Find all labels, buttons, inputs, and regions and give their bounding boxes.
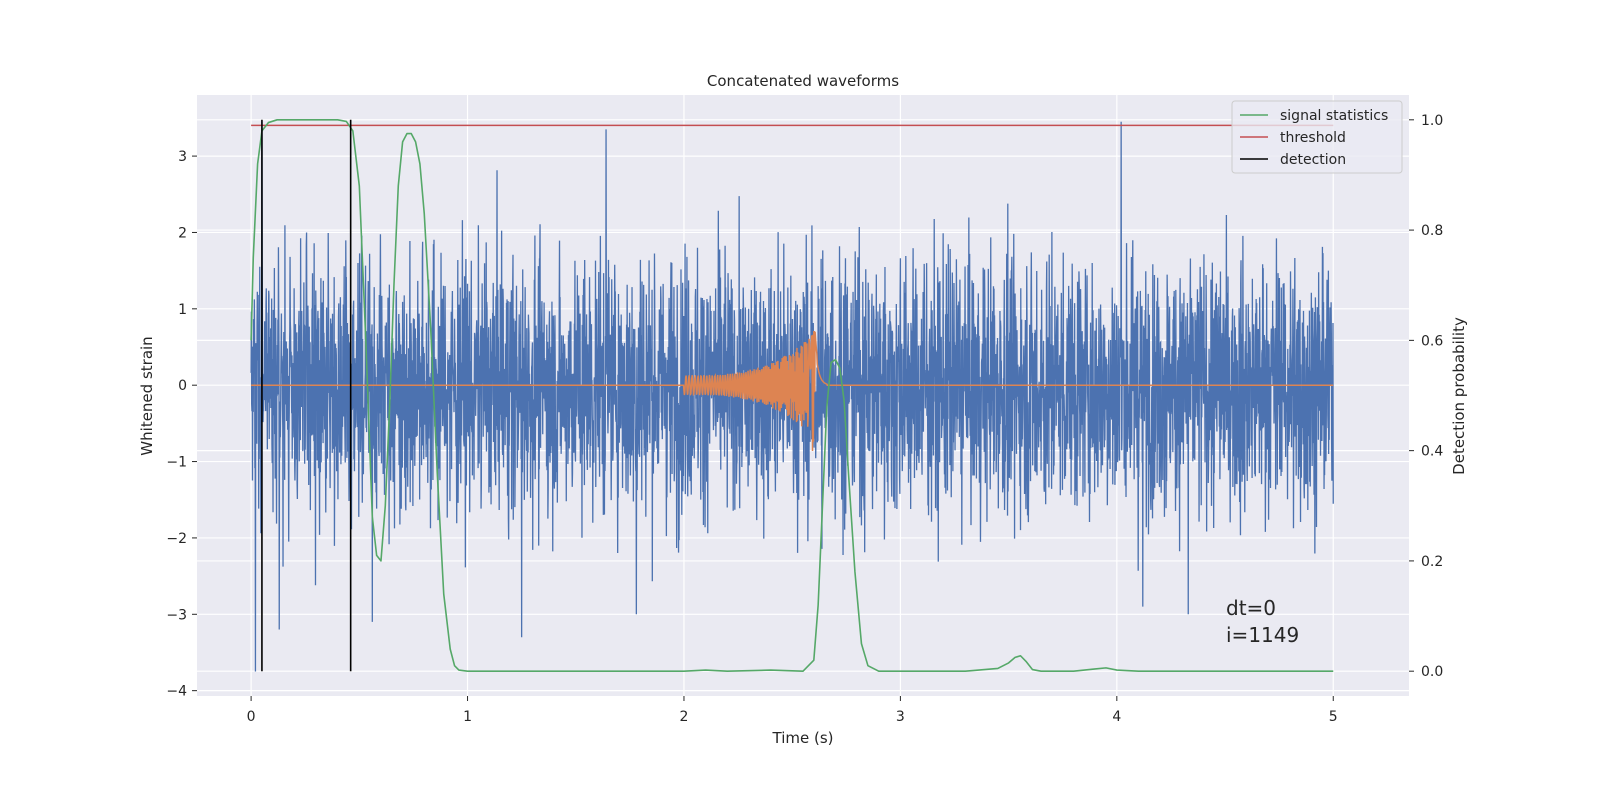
x-tick-label: 1 — [463, 709, 472, 725]
series-signal-statistics — [250, 119, 1334, 672]
y2-tick-label: 0.8 — [1421, 223, 1443, 239]
legend: signal statistics threshold detection — [1231, 100, 1403, 174]
x-tick-label: 0 — [247, 709, 256, 725]
y2-tick-label: 1.0 — [1421, 113, 1443, 129]
x-tick-label: 4 — [1112, 709, 1121, 725]
y-tick-label: 2 — [178, 225, 187, 241]
y-tick-label: 3 — [178, 149, 187, 165]
y2-tick-label: 0.0 — [1421, 664, 1443, 680]
y2-axis-label: Detection probability — [1450, 317, 1468, 475]
legend-box — [1231, 100, 1403, 174]
series-layer — [250, 119, 1334, 672]
legend-label-signal-statistics: signal statistics — [1280, 108, 1388, 124]
x-tick-label: 3 — [896, 709, 905, 725]
legend-label-threshold: threshold — [1280, 130, 1346, 146]
legend-label-detection: detection — [1280, 152, 1346, 168]
y2-tick-label: 0.6 — [1421, 333, 1443, 349]
annotation-index: i=1149 — [1226, 623, 1299, 647]
y-tick-label: −1 — [166, 455, 187, 471]
x-tick-label: 2 — [680, 709, 689, 725]
chart-title: Concatenated waveforms — [707, 72, 899, 90]
series-injected-chirp — [251, 330, 1334, 452]
x-tick-label: 5 — [1329, 709, 1338, 725]
y-tick-label: 1 — [178, 302, 187, 318]
annotation-dt: dt=0 — [1226, 596, 1276, 620]
y-tick-label: −2 — [166, 531, 187, 547]
y2-tick-label: 0.2 — [1421, 554, 1443, 570]
ticks: 0 1 2 3 4 5 −4 −3 −2 −1 0 1 2 3 0.0 0.2 0.4 0.6 0.8 1.0 — [166, 113, 1443, 725]
y2-tick-label: 0.4 — [1421, 444, 1443, 460]
y-axis-label: Whitened strain — [138, 336, 156, 455]
y-tick-label: 0 — [178, 378, 187, 394]
x-axis-label: Time (s) — [772, 729, 834, 747]
y-tick-label: −4 — [166, 684, 187, 700]
y-tick-label: −3 — [166, 607, 187, 623]
